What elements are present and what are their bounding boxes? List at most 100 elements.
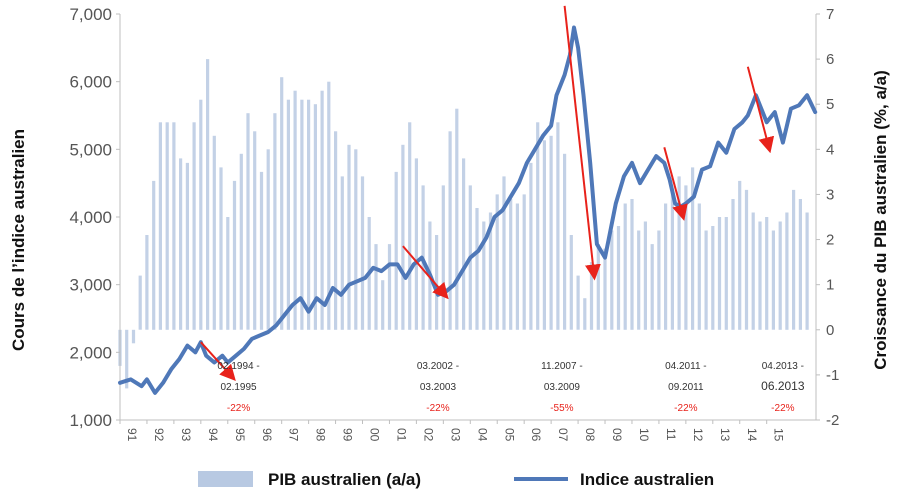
gdp-bar bbox=[185, 162, 189, 330]
annotation-drawdown-pct: -55% bbox=[550, 403, 573, 414]
y-right-tick-label: 7 bbox=[826, 6, 834, 23]
x-tick-label: 12 bbox=[691, 428, 705, 442]
x-tick-label: 04 bbox=[475, 428, 489, 442]
y-right-tick-label: 6 bbox=[826, 51, 834, 68]
x-tick-label: 11 bbox=[664, 428, 678, 441]
legend-label-gdp: PIB australien (a/a) bbox=[268, 470, 421, 489]
gdp-bar bbox=[569, 235, 573, 330]
gdp-bar bbox=[381, 280, 385, 330]
y-right-tick-label: -2 bbox=[826, 412, 839, 429]
gdp-bar bbox=[798, 199, 802, 330]
annotation-period-start: 11.2007 - bbox=[541, 361, 583, 372]
x-tick-label: 10 bbox=[637, 428, 651, 442]
gdp-bar bbox=[280, 77, 284, 330]
drawdown-arrow bbox=[746, 66, 775, 154]
x-tick-label: 15 bbox=[772, 428, 786, 442]
drawdown-arrow bbox=[663, 147, 688, 221]
gdp-bar bbox=[320, 90, 324, 330]
index-line bbox=[118, 25, 818, 395]
gdp-bar bbox=[630, 199, 634, 330]
gdp-bar bbox=[300, 99, 304, 330]
gdp-bar bbox=[509, 199, 513, 330]
gdp-bar bbox=[475, 208, 479, 330]
x-tick-label: 02 bbox=[421, 428, 435, 442]
gdp-bar bbox=[677, 176, 681, 330]
gdp-bar bbox=[165, 122, 169, 330]
gdp-bar bbox=[522, 194, 526, 330]
y-left-tick-label: 2,000 bbox=[69, 343, 112, 362]
annotation-drawdown-pct: -22% bbox=[771, 403, 794, 414]
gdp-bar bbox=[549, 135, 553, 330]
x-tick-label: 92 bbox=[152, 428, 166, 442]
gdp-bar bbox=[717, 217, 722, 330]
y-left-tick-label: 7,000 bbox=[69, 5, 112, 24]
gdp-bar bbox=[145, 235, 149, 330]
annotation-period-end: 03.2009 bbox=[544, 382, 581, 393]
gdp-bar bbox=[172, 122, 176, 330]
gdp-bar bbox=[273, 113, 277, 330]
gdp-bar bbox=[495, 194, 499, 330]
gdp-bar bbox=[623, 203, 627, 330]
gdp-bar bbox=[778, 221, 782, 330]
gdp-bar bbox=[643, 221, 647, 330]
gdp-bar bbox=[327, 81, 331, 330]
gdp-bar bbox=[462, 158, 466, 330]
gdp-bar bbox=[805, 212, 809, 330]
y-right-tick-label: 5 bbox=[826, 96, 834, 113]
legend-label-index: Indice australien bbox=[580, 470, 714, 489]
x-tick-label: 14 bbox=[745, 428, 759, 442]
annotation-period-start: 04.2013 - bbox=[762, 361, 804, 372]
drawdown-arrow bbox=[402, 245, 449, 300]
y-right-tick-label: 3 bbox=[826, 186, 834, 203]
gdp-bar bbox=[435, 235, 439, 330]
y-right-tick-label: 0 bbox=[826, 322, 834, 339]
annotation-period-end: 06.2013 bbox=[761, 379, 805, 393]
gdp-bar bbox=[670, 189, 674, 330]
gdp-bar bbox=[394, 171, 398, 330]
gdp-bar bbox=[226, 217, 230, 330]
y-right-axis-label: Croissance du PIB australien (%, a/a) bbox=[871, 70, 890, 369]
gdp-bar bbox=[313, 104, 317, 330]
gdp-bar bbox=[199, 99, 203, 330]
gdp-bar bbox=[455, 108, 459, 330]
gdp-bar bbox=[691, 167, 695, 330]
gdp-bar bbox=[239, 153, 243, 330]
annotation-period-start: 03.2002 - bbox=[417, 361, 459, 372]
gdp-bar bbox=[650, 244, 654, 330]
gdp-bar bbox=[334, 131, 338, 330]
gdp-bar bbox=[246, 113, 250, 330]
gdp-bar bbox=[792, 189, 796, 330]
x-tick-label: 00 bbox=[368, 428, 382, 442]
gdp-bar bbox=[232, 180, 237, 330]
annotation-drawdown-pct: -22% bbox=[227, 403, 250, 414]
x-tick-label: 06 bbox=[529, 428, 543, 442]
gdp-bar bbox=[744, 189, 749, 330]
x-tick-label: 08 bbox=[583, 428, 597, 442]
gdp-bar bbox=[482, 221, 486, 330]
x-tick-label: 97 bbox=[287, 428, 301, 442]
x-tick-label: 99 bbox=[341, 428, 355, 442]
gdp-bar bbox=[771, 230, 775, 330]
gdp-bar bbox=[657, 230, 661, 330]
index-line-group bbox=[118, 25, 818, 395]
gdp-bar bbox=[441, 185, 445, 330]
gdp-bar bbox=[536, 122, 540, 330]
gdp-bar bbox=[293, 90, 297, 330]
gdp-bar bbox=[758, 221, 762, 330]
x-tick-label: 93 bbox=[179, 428, 193, 442]
annotation-period-start: 04.2011 - bbox=[665, 361, 707, 372]
gdp-bar bbox=[711, 226, 715, 330]
gdp-bar bbox=[360, 176, 365, 330]
gdp-bar bbox=[179, 158, 183, 330]
x-tick-label: 95 bbox=[233, 428, 247, 442]
legend-group: PIB australien (a/a) Indice australien bbox=[198, 470, 714, 489]
gdp-bar bbox=[515, 203, 519, 330]
gdp-bar bbox=[765, 217, 769, 330]
gdp-bar bbox=[738, 180, 742, 330]
gdp-bar bbox=[212, 135, 216, 330]
gdp-bar bbox=[408, 122, 412, 330]
x-tick-label: 07 bbox=[556, 428, 570, 442]
gdp-bar bbox=[616, 226, 621, 330]
